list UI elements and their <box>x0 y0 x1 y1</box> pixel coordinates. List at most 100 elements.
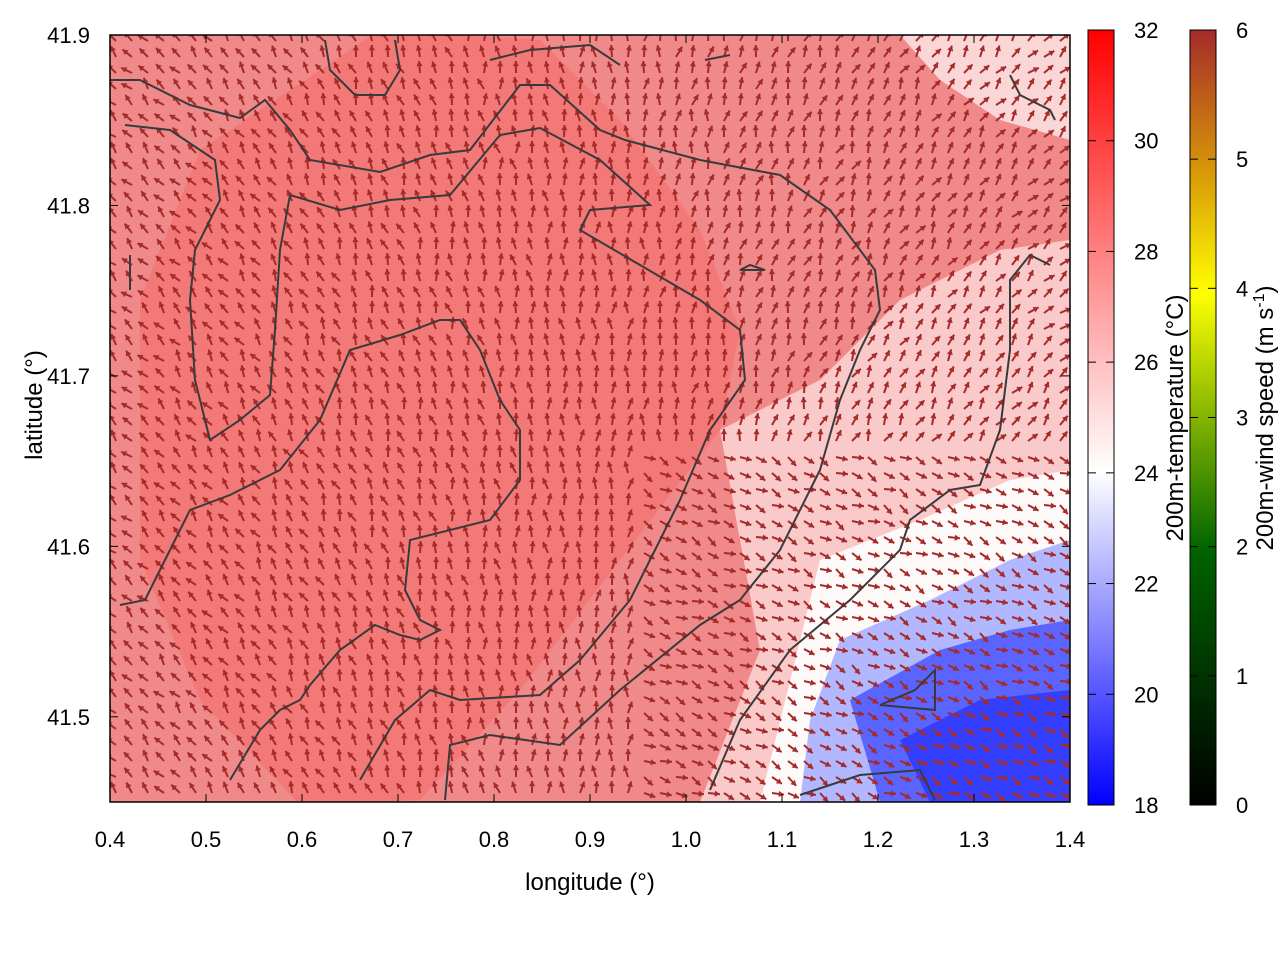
wind-vector-head <box>627 525 634 532</box>
wind-vector-head <box>204 303 211 310</box>
wind-vector-head <box>724 158 730 165</box>
wind-vector-head <box>366 61 373 68</box>
wind-vector-head <box>141 526 148 533</box>
wind-vector-head <box>712 633 719 639</box>
wind-vector-head <box>546 557 553 564</box>
wind-vector-head <box>138 641 145 648</box>
wind-vector-head <box>201 242 208 248</box>
wind-vector-head <box>401 173 408 179</box>
wind-vector-head <box>315 576 322 583</box>
wind-vector-head <box>447 77 454 83</box>
wind-vector-head <box>417 237 424 243</box>
wind-vector-head <box>996 366 1002 373</box>
wind-vector-head <box>856 473 863 480</box>
wind-vector-head <box>511 541 518 547</box>
wind-vector <box>110 388 117 394</box>
wind-vector <box>915 35 923 42</box>
wind-vector-head <box>914 125 921 131</box>
wind-vector-head <box>433 653 440 659</box>
wind-vector-head <box>664 505 671 511</box>
wind-vector-head <box>189 238 195 245</box>
wind-vector-head <box>203 657 209 663</box>
wind-vector-head <box>368 45 375 51</box>
wind-vector-head <box>672 125 679 131</box>
wind-vector-head <box>543 653 550 659</box>
wind-vector-head <box>727 666 734 672</box>
wind-vector-head <box>946 237 953 243</box>
wind-vector-head <box>480 253 487 259</box>
wind-vector-head <box>526 237 533 244</box>
wind-vector-head <box>824 633 831 639</box>
wind-vector-head <box>1032 489 1039 496</box>
wind-vector-head <box>495 349 502 355</box>
wind-vector-head <box>649 600 656 607</box>
wind-vector-head <box>740 142 747 149</box>
wind-vector-head <box>690 333 697 339</box>
wind-vector-head <box>287 301 294 307</box>
wind-vector-head <box>428 511 435 518</box>
wind-vector-head <box>723 173 730 180</box>
wind-vector-head <box>169 210 176 217</box>
wind-vector-head <box>999 113 1005 119</box>
wind-vector-head <box>769 221 776 227</box>
wind-vector-head <box>415 269 422 276</box>
wind-vector-head <box>906 455 912 462</box>
wind-vector-head <box>205 206 211 213</box>
wind-vector-head <box>868 286 874 293</box>
wind-vector-head <box>578 621 585 627</box>
wind-vector-head <box>969 552 976 559</box>
wind-vector-head <box>674 61 681 67</box>
wind-vector-head <box>479 573 486 580</box>
wind-vector-head <box>271 509 278 516</box>
wind-vector-head <box>430 446 436 453</box>
wind-vector-head <box>915 109 922 116</box>
wind-vector-head <box>626 429 633 436</box>
wind-vector-head <box>657 381 664 387</box>
wind-vector-head <box>496 205 503 211</box>
wind-vector-head <box>187 608 194 615</box>
wind-vector <box>110 82 117 90</box>
wind-vector-head <box>819 189 826 196</box>
wind-vector-head <box>268 431 275 438</box>
wind-vector-head <box>137 595 144 601</box>
wind-vector-head <box>110 65 114 70</box>
wind-vector-head <box>268 639 275 646</box>
wind-vector-head <box>526 270 532 277</box>
wind-vector-head <box>1064 66 1070 73</box>
wind-vector-head <box>872 601 879 608</box>
wind-vector-head <box>142 158 148 165</box>
wind-vector-head <box>154 113 161 120</box>
wind-vector-head <box>384 269 391 275</box>
wind-vector <box>110 324 117 330</box>
wind-vector-head <box>496 637 503 643</box>
wind-vector-head <box>397 318 404 325</box>
wind-vector-head <box>298 321 305 327</box>
wind-vector-head <box>609 653 616 659</box>
wind-vector-head <box>691 301 698 308</box>
wind-vector-head <box>154 609 161 615</box>
wind-vector-head <box>850 173 857 180</box>
wind-vector-head <box>415 45 422 51</box>
wind-vector-head <box>593 365 600 371</box>
wind-vector-head <box>855 554 862 561</box>
wind-vector-head <box>381 175 387 182</box>
wind-vector-head <box>867 221 874 228</box>
wind-vector-head <box>282 113 289 119</box>
wind-vector-head <box>963 381 970 388</box>
wind-vector-head <box>286 222 292 229</box>
wind-vector-head <box>849 125 856 131</box>
wind-vector-head <box>396 287 403 294</box>
wind-vector-head <box>770 205 777 212</box>
wind-vector-head <box>642 93 649 99</box>
wind-vector-head <box>914 205 921 212</box>
wind-vector-head <box>694 539 701 546</box>
wind-vector-head <box>952 585 959 591</box>
wind-vector-head <box>317 286 323 293</box>
wind-vector-head <box>658 77 665 83</box>
wind-vector-head <box>578 173 585 180</box>
wind-vector-head <box>547 221 554 228</box>
wind-vector-head <box>902 619 909 626</box>
wind-vector-head <box>464 541 471 547</box>
wind-vector-head <box>318 541 325 548</box>
wind-vector-head <box>742 635 749 642</box>
